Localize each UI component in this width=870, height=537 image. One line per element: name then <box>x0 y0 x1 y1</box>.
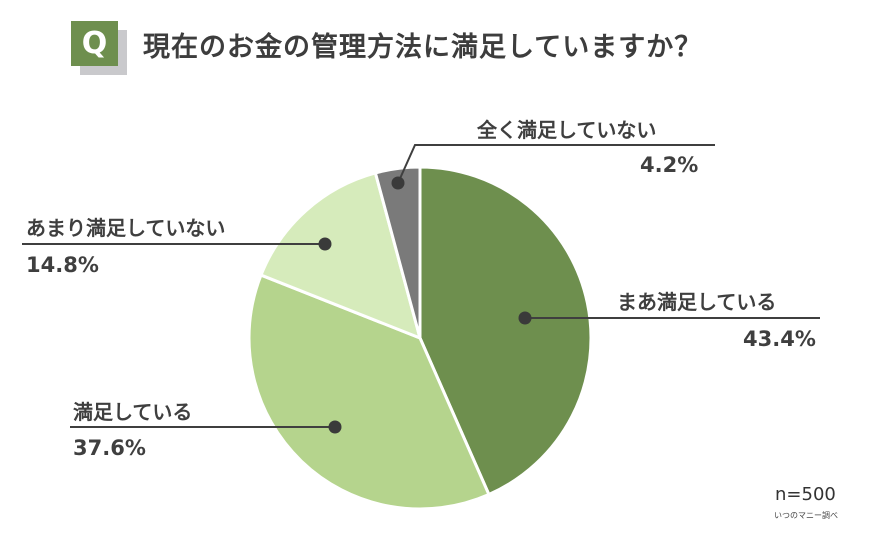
leader-dot-4 <box>391 176 405 190</box>
label-slice-3: あまり満足していない <box>26 216 226 240</box>
leader-dots <box>318 176 532 434</box>
label-slice-1: まあ満足している <box>617 290 777 314</box>
pct-slice-4: 4.2% <box>640 153 699 177</box>
pie-slices <box>247 165 593 511</box>
leader-line-4 <box>397 144 715 184</box>
label-slice-4: 全く満足していない <box>477 118 657 142</box>
pie-slice-2 <box>247 273 491 511</box>
leader-dot-2 <box>328 420 342 434</box>
pie-slice-3 <box>259 171 422 340</box>
pct-slice-2: 37.6% <box>73 436 146 460</box>
leader-dot-1 <box>518 311 532 325</box>
leader-lines <box>22 144 820 428</box>
pct-slice-3: 14.8% <box>26 253 99 277</box>
pct-slice-1: 43.4% <box>743 327 816 351</box>
chart-title: 現在のお金の管理方法に満足していますか？ <box>143 32 703 63</box>
sample-size: n=500 <box>775 484 836 505</box>
q-badge: Q <box>71 21 118 66</box>
source-credit: いつのマニー調べ <box>774 511 838 520</box>
pie-slice-4 <box>373 165 422 340</box>
label-slice-2: 満足している <box>73 400 193 424</box>
pie-slice-1 <box>418 165 593 497</box>
leader-dot-3 <box>318 237 332 251</box>
